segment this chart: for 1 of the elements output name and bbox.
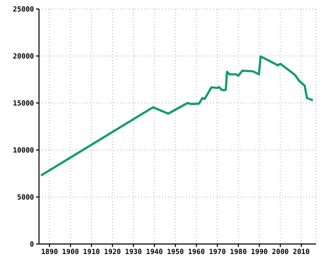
line-series — [40, 55, 314, 176]
